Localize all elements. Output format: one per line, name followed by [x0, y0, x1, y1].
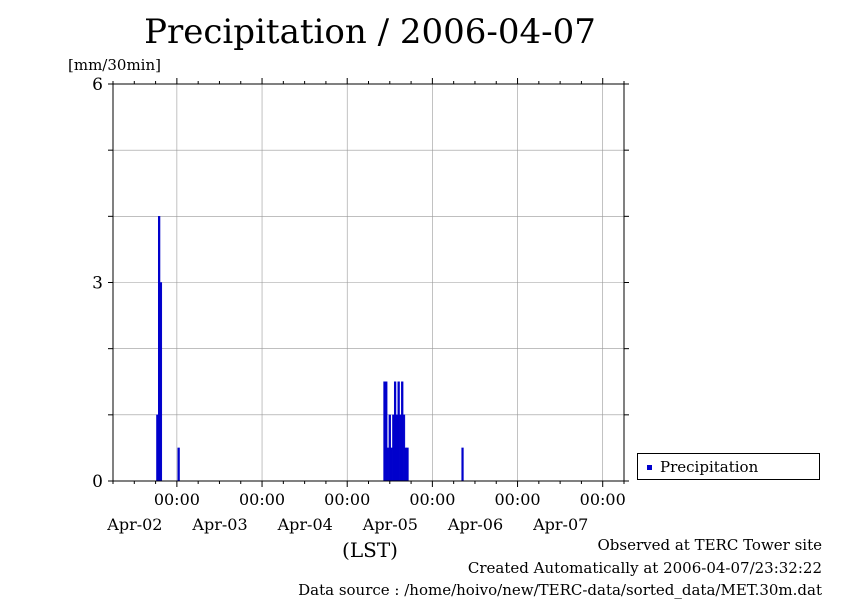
x-tick-time-label: 00:00 — [154, 490, 200, 509]
precipitation-bar — [404, 447, 407, 482]
y-tick-label: 3 — [92, 274, 103, 294]
precipitation-bar — [392, 414, 395, 482]
x-tick-date-label: Apr-05 — [362, 515, 418, 534]
x-tick-date-label: Apr-07 — [532, 515, 588, 534]
footer-created: Created Automatically at 2006-04-07/23:3… — [467, 559, 822, 577]
x-axis-label: (LST) — [342, 538, 398, 562]
x-tick-time-label: 00:00 — [324, 490, 370, 509]
grid-lines — [113, 84, 624, 481]
precipitation-bar — [406, 447, 409, 482]
y-tick-label: 0 — [92, 472, 103, 492]
precipitation-bar — [388, 414, 391, 482]
precipitation-bar — [461, 447, 464, 482]
y-axis-unit-label: [mm/30min] — [68, 56, 161, 74]
chart-title: Precipitation / 2006-04-07 — [144, 12, 596, 52]
precipitation-bar — [390, 447, 393, 482]
footer-data-source: Data source : /home/hoivo/new/TERC-data/… — [298, 581, 822, 599]
x-tick-time-label: 00:00 — [409, 490, 455, 509]
precipitation-bar — [402, 414, 406, 482]
precipitation-bar — [157, 216, 161, 482]
precipitation-bar — [386, 447, 390, 482]
x-tick-time-label: 00:00 — [580, 490, 626, 509]
precipitation-bar — [156, 414, 159, 482]
legend: Precipitation — [637, 453, 820, 480]
footer-observed: Observed at TERC Tower site — [597, 536, 822, 554]
axis-ticks — [108, 78, 629, 487]
x-tick-date-label: Apr-03 — [191, 515, 247, 534]
precipitation-bar — [401, 381, 404, 482]
tick-labels: 0 3 6 00:00 Apr-02 00:00 Apr-03 00:00 Apr-04 00:0… — [92, 75, 626, 534]
precipitation-bar — [159, 282, 163, 482]
precipitation-bar — [395, 414, 399, 482]
x-tick-time-label: 00:00 — [239, 490, 285, 509]
x-tick-date-label: Apr-04 — [277, 515, 333, 534]
precipitation-bar — [385, 381, 388, 482]
x-tick-date-label: Apr-06 — [447, 515, 503, 534]
legend-swatch — [647, 465, 652, 470]
x-tick-time-label: 00:00 — [494, 490, 540, 509]
y-tick-label: 6 — [92, 75, 103, 95]
precipitation-bar — [397, 381, 400, 482]
legend-label: Precipitation — [660, 458, 759, 476]
precipitation-bar — [177, 447, 180, 482]
precipitation-bar — [383, 381, 386, 482]
x-tick-date-label: Apr-02 — [106, 515, 162, 534]
precipitation-bar — [393, 381, 397, 482]
precipitation-bar — [399, 414, 402, 482]
